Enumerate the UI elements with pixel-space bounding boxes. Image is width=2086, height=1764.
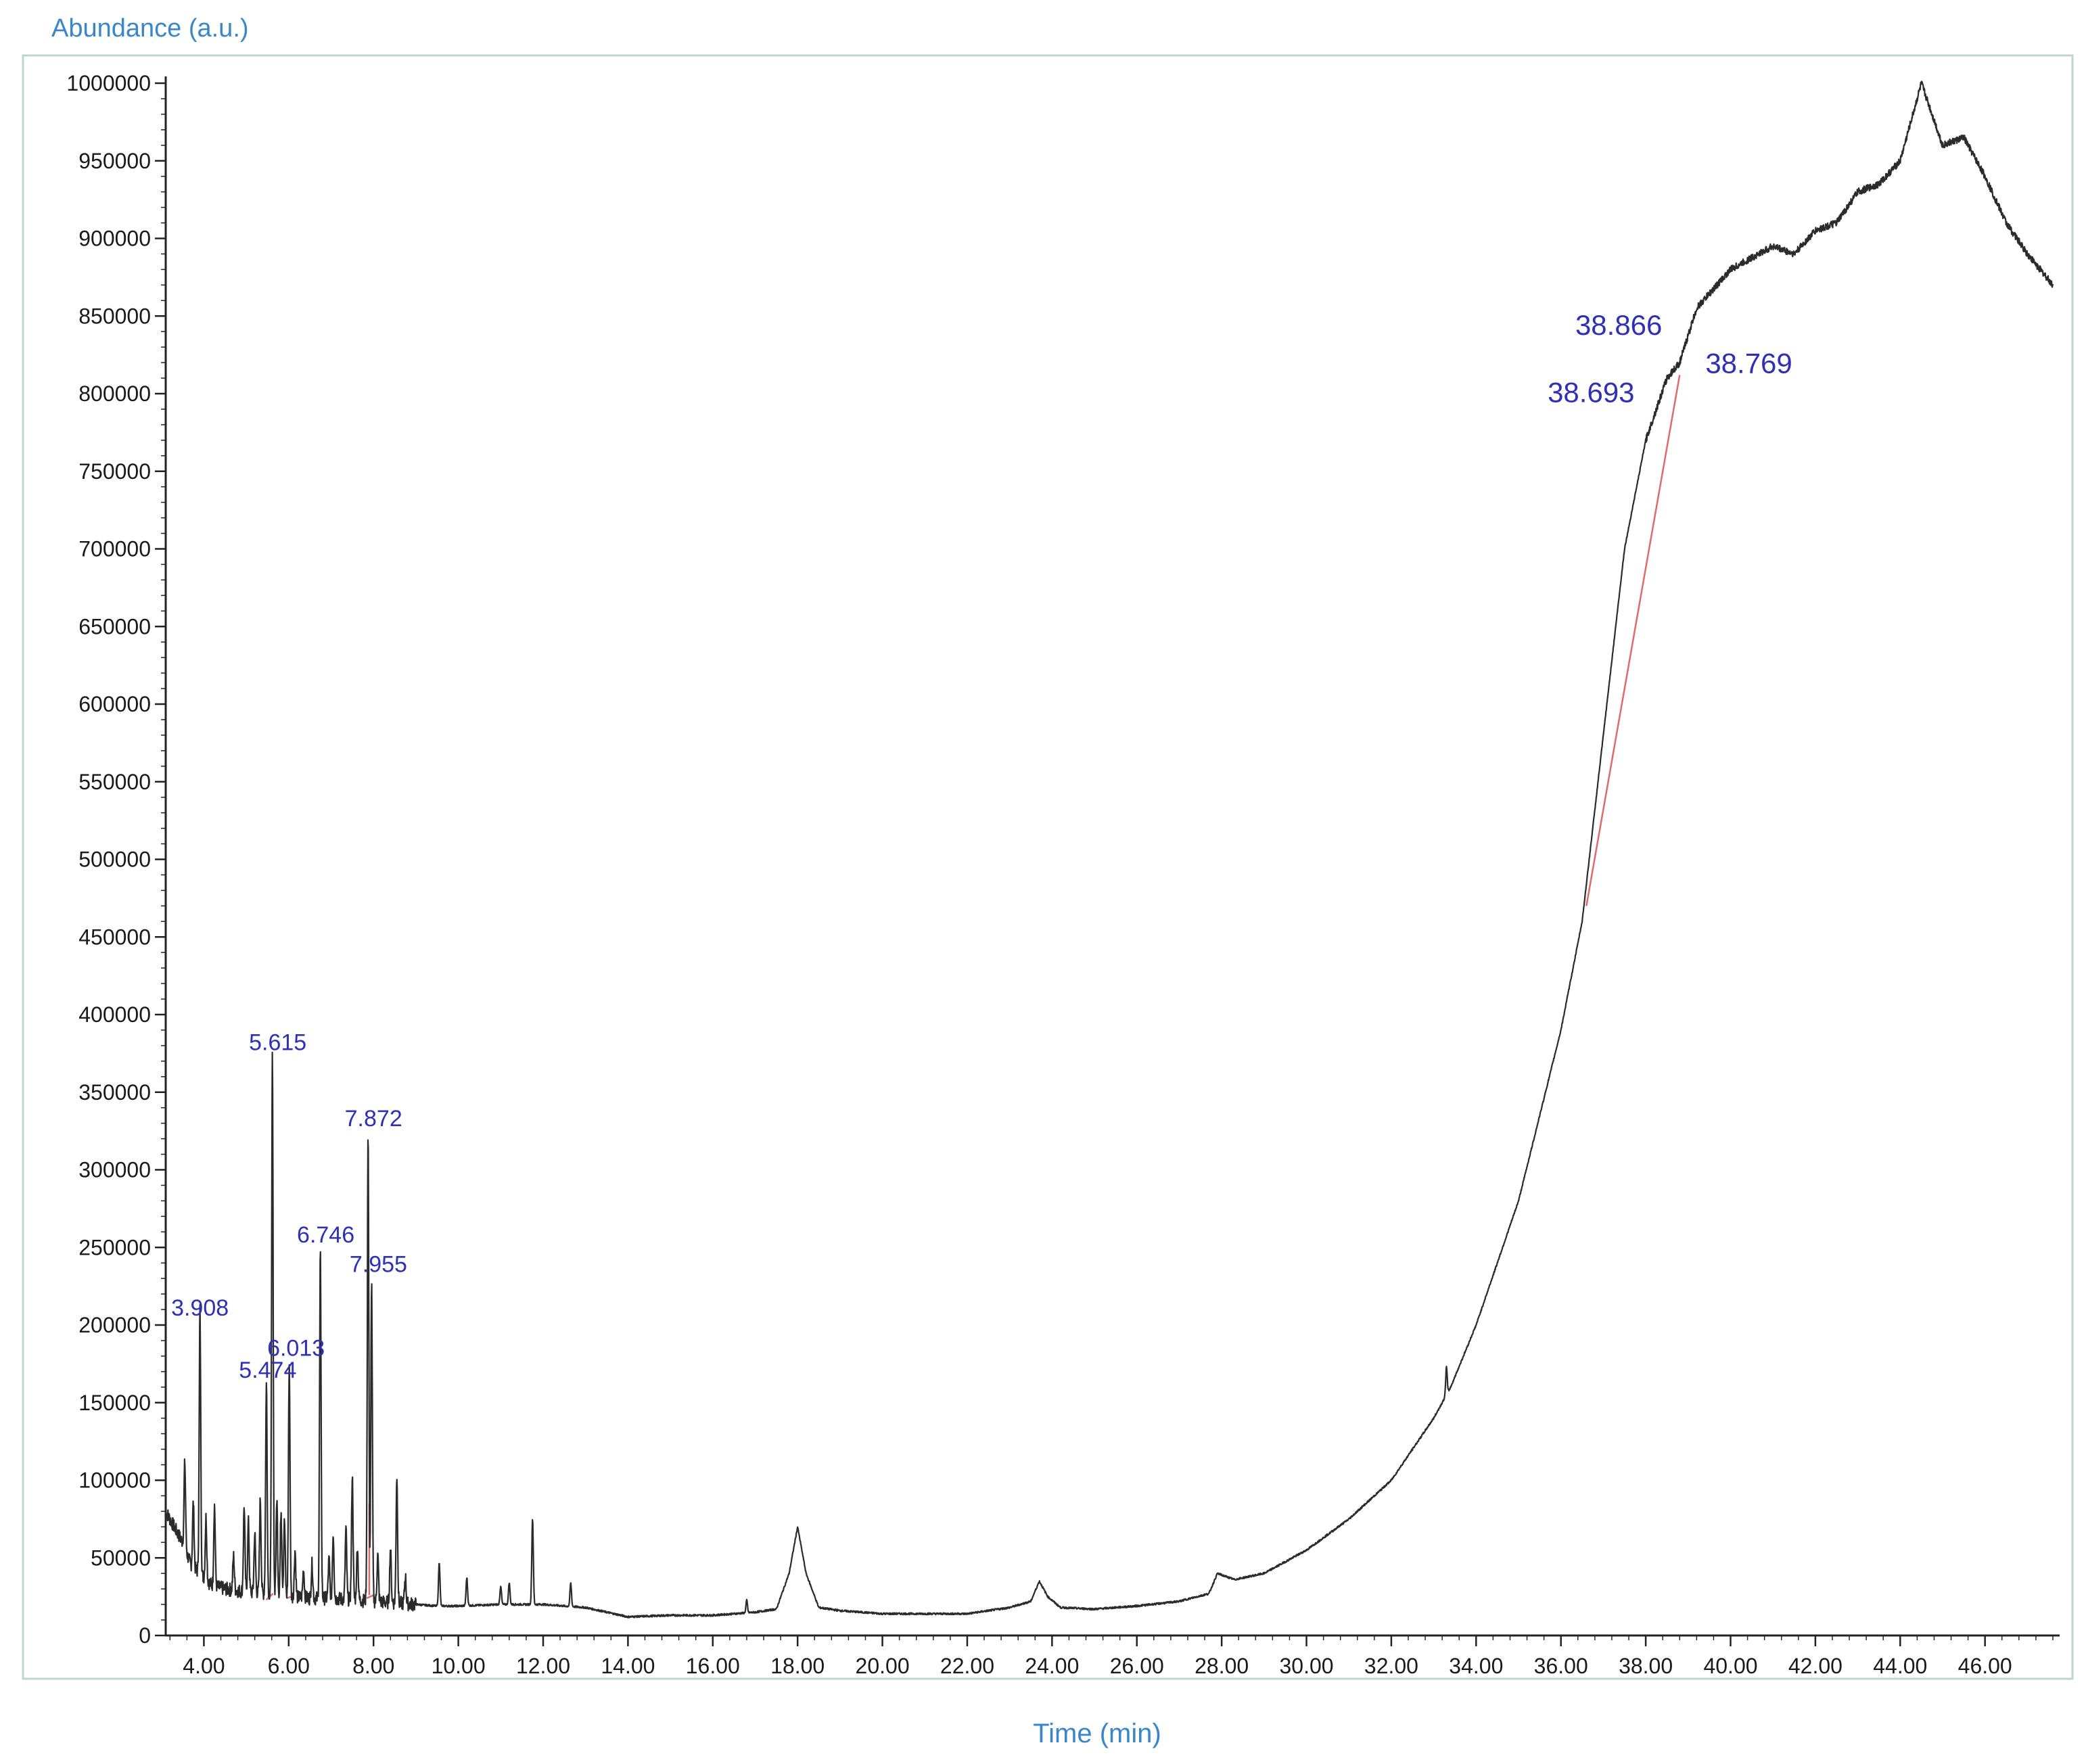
peak-label: 5.474 xyxy=(239,1357,296,1383)
y-tick-label: 650000 xyxy=(78,614,151,639)
y-tick-label: 300000 xyxy=(78,1158,151,1182)
y-tick-label: 850000 xyxy=(78,304,151,328)
x-tick-label: 10.00 xyxy=(432,1654,486,1678)
x-tick-label: 32.00 xyxy=(1364,1654,1418,1678)
peak-label: 5.615 xyxy=(249,1029,306,1055)
x-tick-label: 42.00 xyxy=(1788,1654,1842,1678)
peak-label: 38.866 xyxy=(1575,309,1662,341)
x-tick-label: 28.00 xyxy=(1195,1654,1249,1678)
x-tick-label: 30.00 xyxy=(1280,1654,1334,1678)
y-tick-label: 100000 xyxy=(78,1468,151,1493)
y-tick-label: 1000000 xyxy=(66,71,151,95)
peak-label: 7.872 xyxy=(345,1106,402,1132)
y-tick-label: 250000 xyxy=(78,1235,151,1259)
y-axis-title: Abundance (a.u.) xyxy=(51,14,249,43)
x-tick-label: 16.00 xyxy=(686,1654,740,1678)
y-tick-label: 900000 xyxy=(78,227,151,251)
y-tick-label: 400000 xyxy=(78,1002,151,1027)
y-tick-label: 200000 xyxy=(78,1313,151,1337)
y-tick-label: 500000 xyxy=(78,848,151,872)
x-tick-label: 14.00 xyxy=(601,1654,655,1678)
y-tick-label: 800000 xyxy=(78,381,151,406)
x-tick-label: 8.00 xyxy=(352,1654,394,1678)
peak-label: 38.769 xyxy=(1705,348,1792,379)
trace-group xyxy=(165,80,2054,1619)
x-tick-label: 46.00 xyxy=(1958,1654,2012,1678)
x-tick-label: 40.00 xyxy=(1703,1654,1757,1678)
peak-label: 7.955 xyxy=(350,1252,407,1278)
peak-label: 3.908 xyxy=(171,1295,229,1321)
x-tick-label: 34.00 xyxy=(1449,1654,1503,1678)
integration-baseline xyxy=(1585,375,1681,906)
peak-annotations: 3.908 5.474 5.615 6.013 6.746 7.872 7.955 38.69… xyxy=(171,309,1792,1383)
x-tick-label: 18.00 xyxy=(770,1654,825,1678)
y-tick-label: 750000 xyxy=(78,459,151,484)
x-tick-label: 12.00 xyxy=(516,1654,570,1678)
y-tick-label: 950000 xyxy=(78,149,151,173)
peak-label: 6.013 xyxy=(267,1335,325,1361)
integration-baselines xyxy=(265,375,1681,1601)
chromatogram-trace xyxy=(165,80,2054,1619)
x-tick-label: 4.00 xyxy=(183,1654,225,1678)
y-tick-label: 700000 xyxy=(78,537,151,561)
x-tick-label: 22.00 xyxy=(940,1654,994,1678)
x-tick-label: 6.00 xyxy=(268,1654,310,1678)
y-tick-label: 350000 xyxy=(78,1080,151,1105)
y-tick-label: 550000 xyxy=(78,770,151,794)
x-tick-label: 38.00 xyxy=(1619,1654,1673,1678)
y-tick-label: 150000 xyxy=(78,1391,151,1415)
x-axis-title: Time (min) xyxy=(1033,1719,1161,1748)
integration-baseline xyxy=(366,1594,374,1600)
y-tick-label: 450000 xyxy=(78,925,151,949)
x-tick-label: 26.00 xyxy=(1110,1654,1164,1678)
y-tick-label: 600000 xyxy=(78,692,151,716)
x-tick-label: 44.00 xyxy=(1873,1654,1927,1678)
y-tick-label: 50000 xyxy=(91,1546,151,1570)
plot-frame xyxy=(22,54,2074,1680)
x-tick-label: 36.00 xyxy=(1534,1654,1588,1678)
peak-label: 6.746 xyxy=(297,1222,354,1248)
peak-label: 38.693 xyxy=(1548,376,1634,408)
axes: 50000 100000 150000 200000 250000 300000 35000… xyxy=(66,71,2060,1678)
x-tick-label: 24.00 xyxy=(1025,1654,1079,1678)
x-tick-label: 20.00 xyxy=(856,1654,910,1678)
y-tick-label: 0 xyxy=(139,1623,151,1648)
